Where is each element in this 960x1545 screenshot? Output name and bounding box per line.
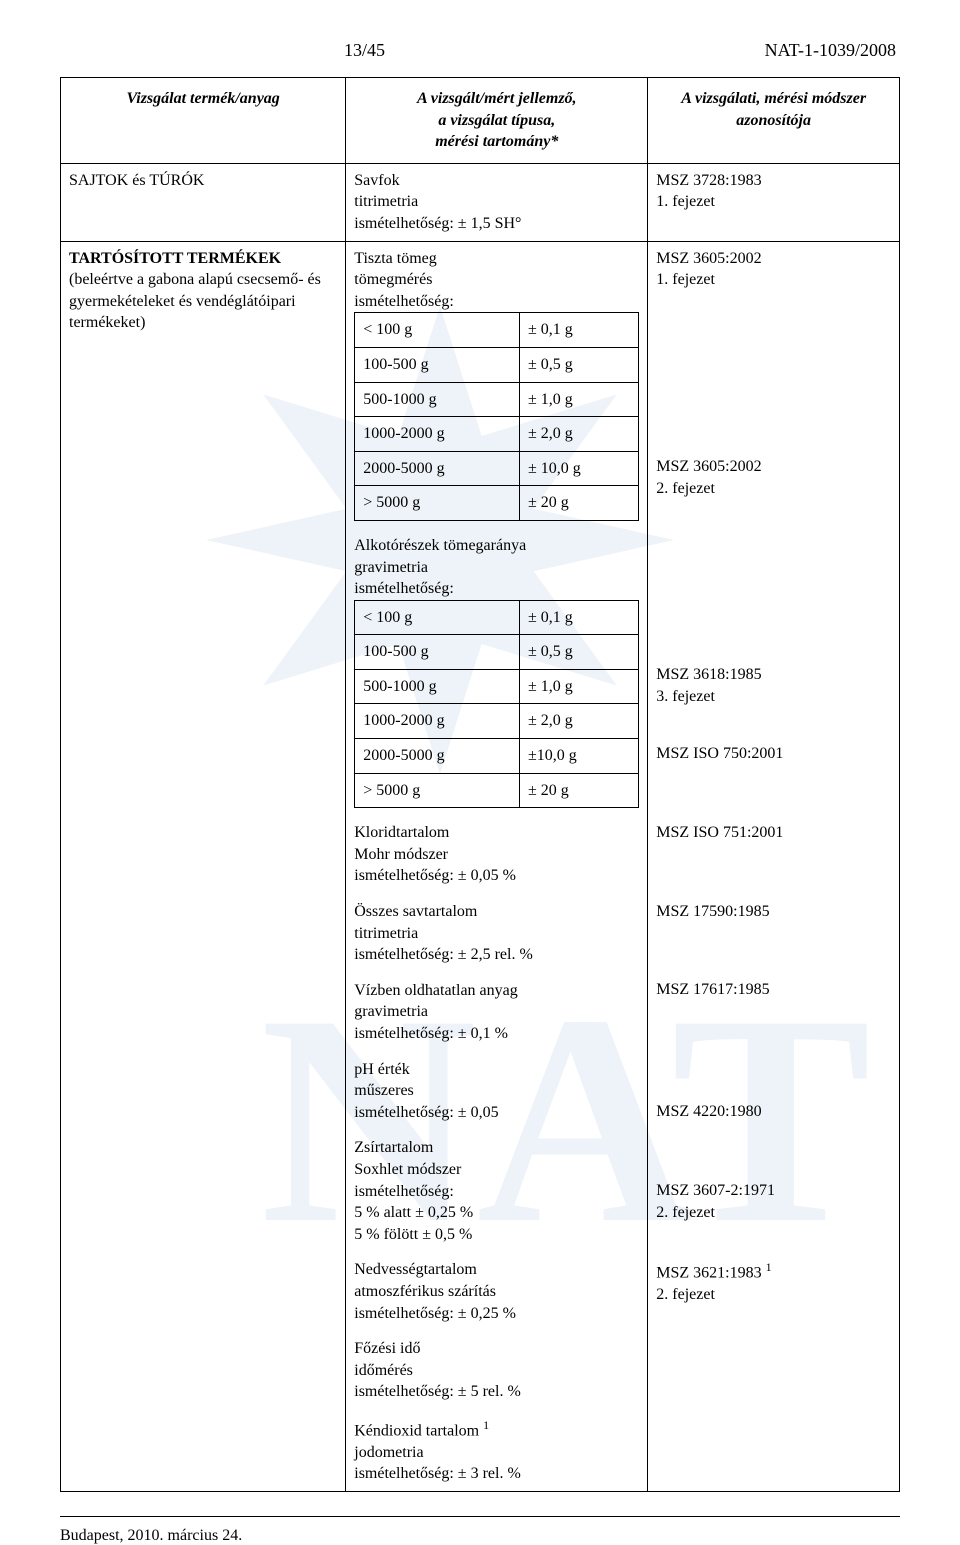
page-number: 13/45 — [344, 40, 385, 61]
standard-block: MSZ 3605:20022. fejezet — [656, 456, 891, 650]
measure-block: Nedvességtartalomatmoszférikus szárítási… — [354, 1259, 639, 1324]
measure-block: Vízben oldhatatlan anyaggravimetriaismét… — [354, 980, 639, 1045]
footer-divider — [60, 1516, 900, 1517]
measure-cell: Savfok titrimetria ismételhetőség: ± 1,5… — [346, 163, 648, 241]
measure-block: ZsírtartalomSoxhlet módszerismételhetősé… — [354, 1137, 639, 1245]
measure-block: Összes savtartalomtitrimetriaismételhető… — [354, 901, 639, 966]
standard-block: MSZ 3618:19853. fejezet — [656, 664, 891, 729]
table-row: TARTÓSÍTOTT TERMÉKEK (beleértve a gabona… — [61, 241, 900, 1491]
page-header: 13/45 NAT-1-1039/2008 — [60, 40, 900, 61]
measure-block: pH értékműszeresismételhetőség: ± 0,05 — [354, 1059, 639, 1124]
standard-block: MSZ 17617:1985 — [656, 979, 891, 1087]
standard-block: MSZ 4220:1980 — [656, 1101, 891, 1166]
product-cell: TARTÓSÍTOTT TERMÉKEK (beleértve a gabona… — [61, 241, 346, 1491]
standard-block: MSZ 3621:1983 12. fejezet — [656, 1259, 891, 1327]
product-cell: SAJTOK és TÚRÓK — [61, 163, 346, 241]
standard-cell: MSZ 3605:20021. fejezet MSZ 3605:20022. … — [648, 241, 900, 1491]
standard-block: MSZ 17590:1985 — [656, 901, 891, 966]
doc-reference: NAT-1-1039/2008 — [765, 40, 896, 61]
measure-block: Alkotórészek tömegarányagravimetriaismét… — [354, 535, 639, 808]
measure-block: KloridtartalomMohr módszerismételhetőség… — [354, 822, 639, 887]
col-header-1: Vizsgálat termék/anyag — [61, 78, 346, 164]
col-header-3: A vizsgálati, mérési módszerazonosítója — [648, 78, 900, 164]
standard-block: MSZ ISO 750:2001 — [656, 743, 891, 808]
measure-block: Tiszta tömegtömegmérésismételhetőség:< 1… — [354, 248, 639, 521]
standard-block: MSZ 3605:20021. fejezet — [656, 248, 891, 442]
measure-block: Kéndioxid tartalom 1jodometriaismételhet… — [354, 1417, 639, 1485]
standard-block: MSZ ISO 751:2001 — [656, 822, 891, 887]
standard-block: MSZ 3607-2:19712. fejezet — [656, 1180, 891, 1245]
measure-block: Főzési időidőmérésismételhetőség: ± 5 re… — [354, 1338, 639, 1403]
standard-cell: MSZ 3728:1983 1. fejezet — [648, 163, 900, 241]
col-header-2: A vizsgált/mért jellemző,a vizsgálat típ… — [346, 78, 648, 164]
table-header-row: Vizsgálat termék/anyag A vizsgált/mért j… — [61, 78, 900, 164]
main-table: Vizsgálat termék/anyag A vizsgált/mért j… — [60, 77, 900, 1492]
table-row: SAJTOK és TÚRÓK Savfok titrimetria ismét… — [61, 163, 900, 241]
measure-cell: Tiszta tömegtömegmérésismételhetőség:< 1… — [346, 241, 648, 1491]
footer-text: Budapest, 2010. március 24. — [60, 1527, 900, 1545]
